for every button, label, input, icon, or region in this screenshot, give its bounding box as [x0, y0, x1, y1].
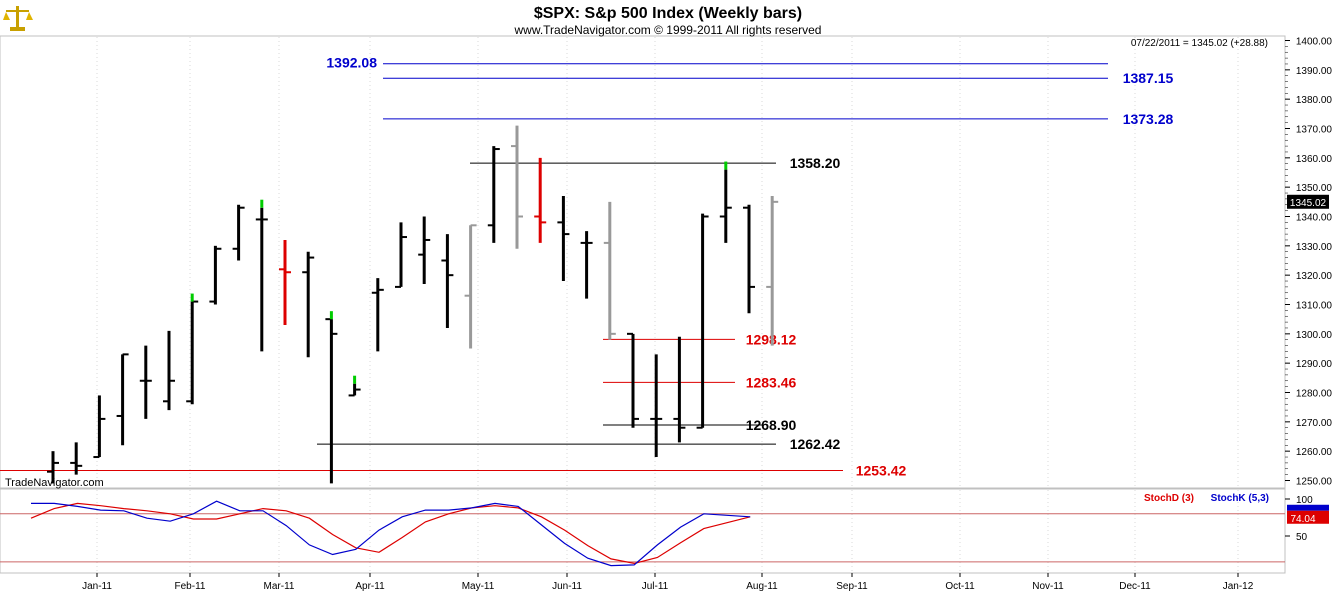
x-tick-label: Dec-11: [1119, 581, 1151, 592]
level-label: 1373.28: [1123, 111, 1174, 127]
stochastic-lines: [0, 500, 1285, 567]
stoch-y-tick-label: 50: [1296, 532, 1308, 543]
level-label: 1262.42: [790, 436, 841, 452]
y-tick-label: 1250.00: [1296, 477, 1333, 488]
y-tick-label: 1350.00: [1296, 183, 1333, 194]
y-tick-label: 1380.00: [1296, 95, 1333, 106]
x-tick-label: Oct-11: [945, 581, 975, 592]
stoch-line-k: [31, 500, 751, 567]
y-tick-label: 1270.00: [1296, 418, 1333, 429]
y-tick-label: 1300.00: [1296, 330, 1333, 341]
level-label: 1358.20: [790, 155, 841, 171]
level-label: 1283.46: [746, 374, 797, 390]
level-label: 1387.15: [1123, 70, 1174, 86]
level-label: 1392.08: [326, 55, 377, 71]
x-tick-label: Jan-12: [1223, 581, 1254, 592]
y-tick-label: 1340.00: [1296, 213, 1333, 224]
gridlines: [96, 37, 1239, 572]
x-tick-label: Feb-11: [175, 581, 206, 592]
stoch-last-k-box: [1287, 504, 1329, 511]
scales-of-justice-icon: [3, 6, 33, 31]
stoch-last-label: 74.04: [1290, 514, 1315, 525]
axis-labels: 1250.00 1260.00 1270.00 1280.00 1290.00 1300.…: [82, 37, 1332, 593]
y-tick-label: 1330.00: [1296, 242, 1333, 253]
x-tick-label: Aug-11: [746, 581, 778, 592]
last-price-box: [1287, 194, 1329, 209]
y-tick-label: 1370.00: [1296, 125, 1333, 136]
y-tick-label: 1310.00: [1296, 301, 1333, 312]
legend-stoch-k: StochK (5,3): [1211, 493, 1269, 504]
last-quote-text: 07/22/2011 = 1345.02 (+28.88): [1131, 38, 1268, 49]
stoch-panel-frame: [0, 488, 1286, 574]
x-tick-label: May-11: [462, 581, 495, 592]
y-tick-label: 1320.00: [1296, 271, 1333, 282]
level-label: 1268.90: [746, 417, 797, 433]
x-tick-label: Jul-11: [642, 581, 669, 592]
x-tick-label: Jan-11: [82, 581, 112, 592]
stoch-line-d: [30, 502, 751, 565]
price-levels: 1392.081387.151373.281358.201298.121283.…: [0, 55, 1174, 478]
chart-title: $SPX: S&p 500 Index (Weekly bars): [534, 5, 802, 22]
y-tick-label: 1280.00: [1296, 389, 1333, 400]
x-tick-label: Jun-11: [552, 581, 582, 592]
stoch-last-box: [1287, 510, 1329, 524]
y-tick-label: 1290.00: [1296, 359, 1333, 370]
stoch-y-tick-label: 100: [1296, 495, 1313, 506]
x-tick-label: Nov-11: [1032, 581, 1064, 592]
copyright-text: www.TradeNavigator.com © 1999-2011 All r…: [514, 23, 822, 37]
legend-stoch-d: StochD (3): [1144, 493, 1194, 504]
y-tick-label: 1260.00: [1296, 447, 1333, 458]
watermark-text: TradeNavigator.com: [5, 477, 104, 489]
price-panel-frame: [0, 35, 1286, 489]
y-tick-label: 1390.00: [1296, 66, 1333, 77]
level-label: 1253.42: [856, 462, 907, 478]
price-bars: [47, 125, 779, 484]
last-price-label: 1345.02: [1290, 198, 1327, 209]
x-tick-label: Mar-11: [264, 581, 295, 592]
y-tick-label: 1360.00: [1296, 154, 1333, 165]
x-tick-label: Sep-11: [836, 581, 868, 592]
y-tick-label: 1400.00: [1296, 37, 1333, 48]
x-tick-label: Apr-11: [355, 581, 385, 592]
